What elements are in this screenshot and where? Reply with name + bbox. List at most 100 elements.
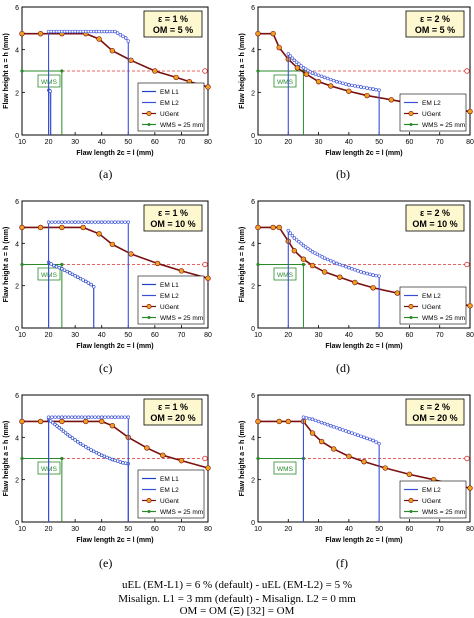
- em-l2-point: [115, 31, 120, 35]
- ugent-point: [205, 84, 211, 90]
- em-l2-point: [307, 416, 312, 421]
- em-l2-point: [374, 440, 378, 444]
- em-l2-point: [316, 419, 321, 424]
- em-l1-point: [51, 421, 55, 425]
- em-l2-point: [116, 415, 121, 419]
- chart-panel-2: 0 2 4 6 10 20 30 40 50 60 70 80 Flaw length 2c = l (…: [239, 5, 474, 157]
- chart-panel-5: 0 2 4 6 10 20 30 40 50 60 70 80 Flaw length 2c = l (…: [3, 393, 212, 544]
- x-tick-label: 70: [178, 526, 186, 533]
- em-l2-point: [294, 238, 299, 242]
- legend-swatch-marker: [147, 316, 151, 319]
- panel-label-e: (e): [99, 556, 113, 570]
- legend-entry: EM L1: [160, 476, 179, 483]
- em-l2-point: [344, 264, 348, 269]
- ugent-point: [406, 471, 413, 478]
- em-l1-point: [68, 434, 72, 438]
- em-l2-point: [304, 416, 309, 420]
- em-l1-point: [48, 89, 52, 93]
- ugent-point: [154, 260, 161, 267]
- ugent-point: [178, 268, 185, 274]
- y-tick-label: 0: [251, 520, 255, 527]
- ugent-point: [270, 224, 276, 231]
- em-l2-point: [56, 415, 61, 419]
- y-axis-label: Flaw height a = h (mm): [3, 33, 10, 109]
- em-l2-point: [356, 433, 360, 437]
- em-l1-point: [57, 426, 61, 430]
- badge-overmatch: OM = 20 %: [150, 413, 195, 423]
- badge-overmatch: OM = 5 %: [415, 25, 455, 35]
- y-tick-label: 2: [15, 90, 19, 97]
- wms-marker: [256, 456, 260, 461]
- em-l1-point: [53, 422, 57, 427]
- y-tick-label: 4: [15, 48, 19, 55]
- em-l1-point: [59, 427, 64, 432]
- em-l2-point: [377, 441, 381, 446]
- ugent-point: [276, 418, 282, 425]
- y-tick-label: 2: [15, 284, 19, 291]
- wms-marker: [256, 69, 260, 73]
- x-tick-label: 80: [204, 526, 212, 533]
- em-l2-point: [96, 415, 101, 419]
- wms-marker: [20, 456, 24, 461]
- em-l2-point: [353, 84, 357, 88]
- legend-swatch-marker: [147, 123, 151, 126]
- x-tick-label: 80: [204, 332, 212, 339]
- em-l1-point: [48, 419, 53, 423]
- x-tick-label: 80: [204, 139, 212, 146]
- condition-badge: [405, 398, 465, 426]
- ugent-point: [382, 465, 388, 471]
- em-l1-point: [68, 271, 72, 275]
- ugent-point: [19, 224, 25, 231]
- em-l1-point: [55, 424, 59, 428]
- legend-entry: UGent: [160, 304, 179, 311]
- em-l2-point: [70, 220, 74, 224]
- ugent-point: [255, 224, 261, 231]
- em-l2-point: [335, 79, 339, 84]
- y-tick-label: 6: [251, 5, 255, 12]
- y-tick-label: 4: [251, 241, 255, 248]
- em-l2-point: [368, 272, 372, 276]
- em-l2-point: [338, 427, 342, 431]
- em-l2-point: [362, 271, 366, 275]
- legend-swatch-marker: [408, 303, 414, 309]
- legend-entry: EM L1: [160, 89, 179, 96]
- em-l2-point: [103, 415, 107, 419]
- em-l2-point: [80, 415, 84, 419]
- x-axis-label: Flaw length 2c = l (mm): [76, 343, 153, 350]
- legend-swatch-marker: [147, 510, 151, 513]
- ugent-line: [22, 226, 209, 280]
- em-l2-point: [322, 421, 327, 426]
- x-tick-label: 10: [18, 526, 26, 533]
- em-l2-point: [332, 260, 336, 264]
- condition-badge: [405, 10, 465, 38]
- x-tick-label: 40: [98, 139, 106, 146]
- legend-entry: EM L2: [160, 100, 179, 107]
- reference-marker: [464, 68, 470, 74]
- x-tick-label: 10: [18, 139, 26, 146]
- ugent-point: [99, 418, 105, 425]
- ugent-point: [128, 57, 134, 64]
- reference-marker: [202, 261, 208, 268]
- ugent-point: [255, 418, 261, 425]
- em-l2-point: [341, 428, 345, 432]
- em-l2-point: [338, 80, 342, 85]
- em-l2-point: [86, 220, 91, 224]
- reference-marker: [202, 68, 208, 74]
- legend-swatch-marker: [146, 111, 152, 117]
- em-l2-point: [308, 248, 312, 252]
- ugent-point: [37, 418, 44, 425]
- em-l2-point: [325, 422, 330, 427]
- x-tick-label: 20: [45, 332, 53, 339]
- x-tick-label: 30: [71, 332, 79, 339]
- em-l2-point: [299, 241, 303, 246]
- em-l2-point: [126, 415, 130, 419]
- em-l2-point: [347, 265, 351, 270]
- em-l2-point: [368, 437, 372, 442]
- ugent-point: [205, 465, 211, 471]
- ugent-point: [361, 458, 367, 465]
- badge-strain: ε = 1 %: [158, 14, 188, 24]
- em-l2-point: [126, 220, 130, 224]
- x-tick-label: 10: [18, 332, 26, 339]
- wms-marker: [60, 456, 64, 461]
- em-l2-point: [70, 415, 74, 419]
